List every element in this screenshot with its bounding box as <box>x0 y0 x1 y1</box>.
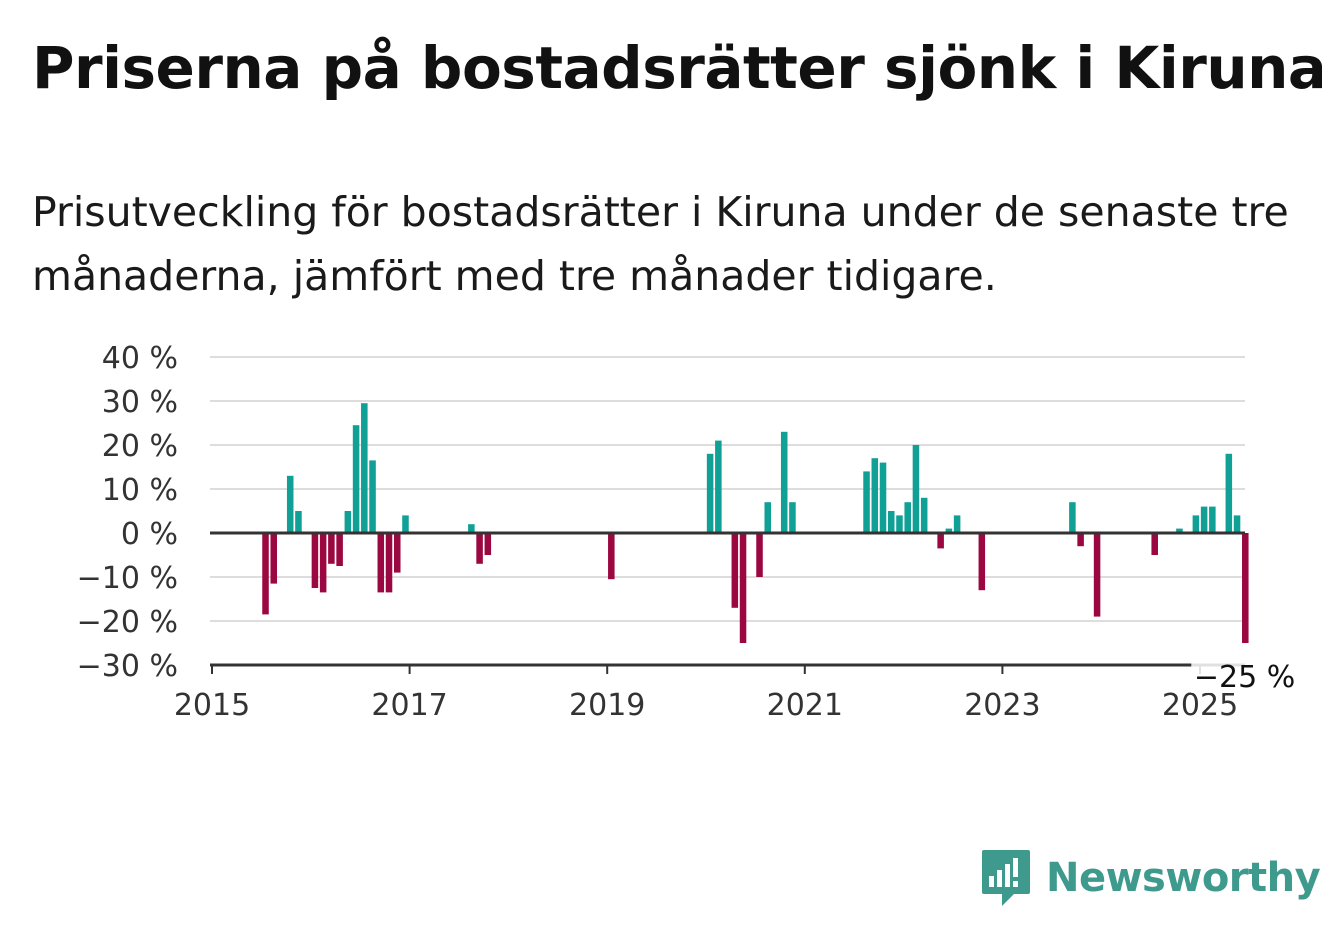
bar-2020-02 <box>715 440 722 533</box>
bar-2015-08 <box>270 533 278 584</box>
x-tick-label: 2021 <box>767 688 843 723</box>
bar-2017-10 <box>484 533 492 555</box>
chart-subtitle: Prisutveckling för bostadsrätter i Kirun… <box>32 188 1289 300</box>
bar-2016-10 <box>385 533 393 593</box>
y-tick-label: −30 % <box>77 649 178 684</box>
x-tick-label: 2023 <box>964 688 1040 723</box>
bar-2022-10 <box>978 533 986 591</box>
bar-2023-09 <box>1069 502 1076 533</box>
bar-2021-12 <box>896 515 903 533</box>
bar-2016-08 <box>369 460 376 533</box>
bar-2022-07 <box>953 515 961 533</box>
bar-2020-08 <box>764 502 772 533</box>
x-tick-label: 2017 <box>371 688 447 723</box>
bar-2016-07 <box>361 403 368 533</box>
newsworthy-logo-text: Newsworthy <box>1046 855 1321 901</box>
bar-2025-06 <box>1242 533 1249 643</box>
bar-2021-11 <box>887 511 895 533</box>
bar-2016-09 <box>377 533 385 593</box>
x-tick-label: 2015 <box>174 688 250 723</box>
bar-2021-10 <box>879 462 887 533</box>
bar-2024-10 <box>1176 528 1183 533</box>
y-tick-label: 20 % <box>102 429 178 464</box>
bar-2023-12 <box>1093 533 1101 617</box>
y-tick-label: −20 % <box>77 605 178 640</box>
bar-2022-03 <box>920 497 928 533</box>
bar-2022-05 <box>937 533 944 549</box>
bar-2016-05 <box>344 511 352 533</box>
bar-2016-01 <box>311 533 319 588</box>
last-value-annotation: −25 % <box>1194 660 1295 695</box>
bar-2016-04 <box>336 533 343 566</box>
bar-2021-09 <box>871 458 879 533</box>
bar-2020-10 <box>780 431 788 533</box>
bar-2025-01 <box>1200 506 1208 533</box>
bar-2022-06 <box>945 528 953 533</box>
bar-2016-12 <box>402 515 409 533</box>
y-tick-label: 10 % <box>102 473 178 508</box>
bar-2024-12 <box>1192 515 1200 533</box>
bar-2017-08 <box>468 524 475 533</box>
bar-2016-03 <box>328 533 335 564</box>
bar-2016-02 <box>319 533 327 593</box>
bars <box>262 403 1249 643</box>
bar-2025-02 <box>1209 506 1216 533</box>
y-tick-label: 0 % <box>121 517 178 552</box>
bar-2022-02 <box>912 445 920 533</box>
bar-2020-01 <box>706 453 714 533</box>
newsworthy-logo-icon <box>982 850 1030 906</box>
axes <box>210 531 1245 674</box>
annotation-background <box>1191 661 1290 693</box>
bar-2020-04 <box>731 533 739 608</box>
bar-2015-10 <box>286 475 294 533</box>
bar-2021-08 <box>863 471 870 533</box>
bar-2022-01 <box>904 502 911 533</box>
bar-2019-01 <box>608 533 615 580</box>
x-tick-label: 2019 <box>569 688 645 723</box>
y-tick-label: −10 % <box>77 561 178 596</box>
bar-2025-05 <box>1233 515 1241 533</box>
bar-2016-11 <box>393 533 401 573</box>
chart-title: Priserna på bostadsrätter sjönk i Kiruna <box>32 34 1322 102</box>
bar-2024-07 <box>1151 533 1158 555</box>
x-tick-label: 2025 <box>1162 688 1238 723</box>
bar-2020-07 <box>756 533 763 577</box>
bar-2015-07 <box>262 533 269 615</box>
tick-labels: 40 % 30 % 20 % 10 % 0 % −10 % −20 % −30 % 2015 20… <box>77 341 1296 723</box>
bar-2020-11 <box>789 502 796 533</box>
newsworthy-logo: Newsworthy <box>980 848 1321 908</box>
bar-2016-06 <box>352 425 360 533</box>
y-tick-label: 30 % <box>102 385 178 420</box>
bar-chart: 40 % 30 % 20 % 10 % 0 % −10 % −20 % −30 % 2015 20… <box>77 341 1296 723</box>
y-tick-label: 40 % <box>102 341 178 376</box>
bar-2017-09 <box>476 533 483 564</box>
bar-2020-05 <box>739 533 747 643</box>
bar-2025-04 <box>1225 453 1233 533</box>
bar-2015-11 <box>295 511 302 533</box>
bar-2023-10 <box>1077 533 1084 547</box>
